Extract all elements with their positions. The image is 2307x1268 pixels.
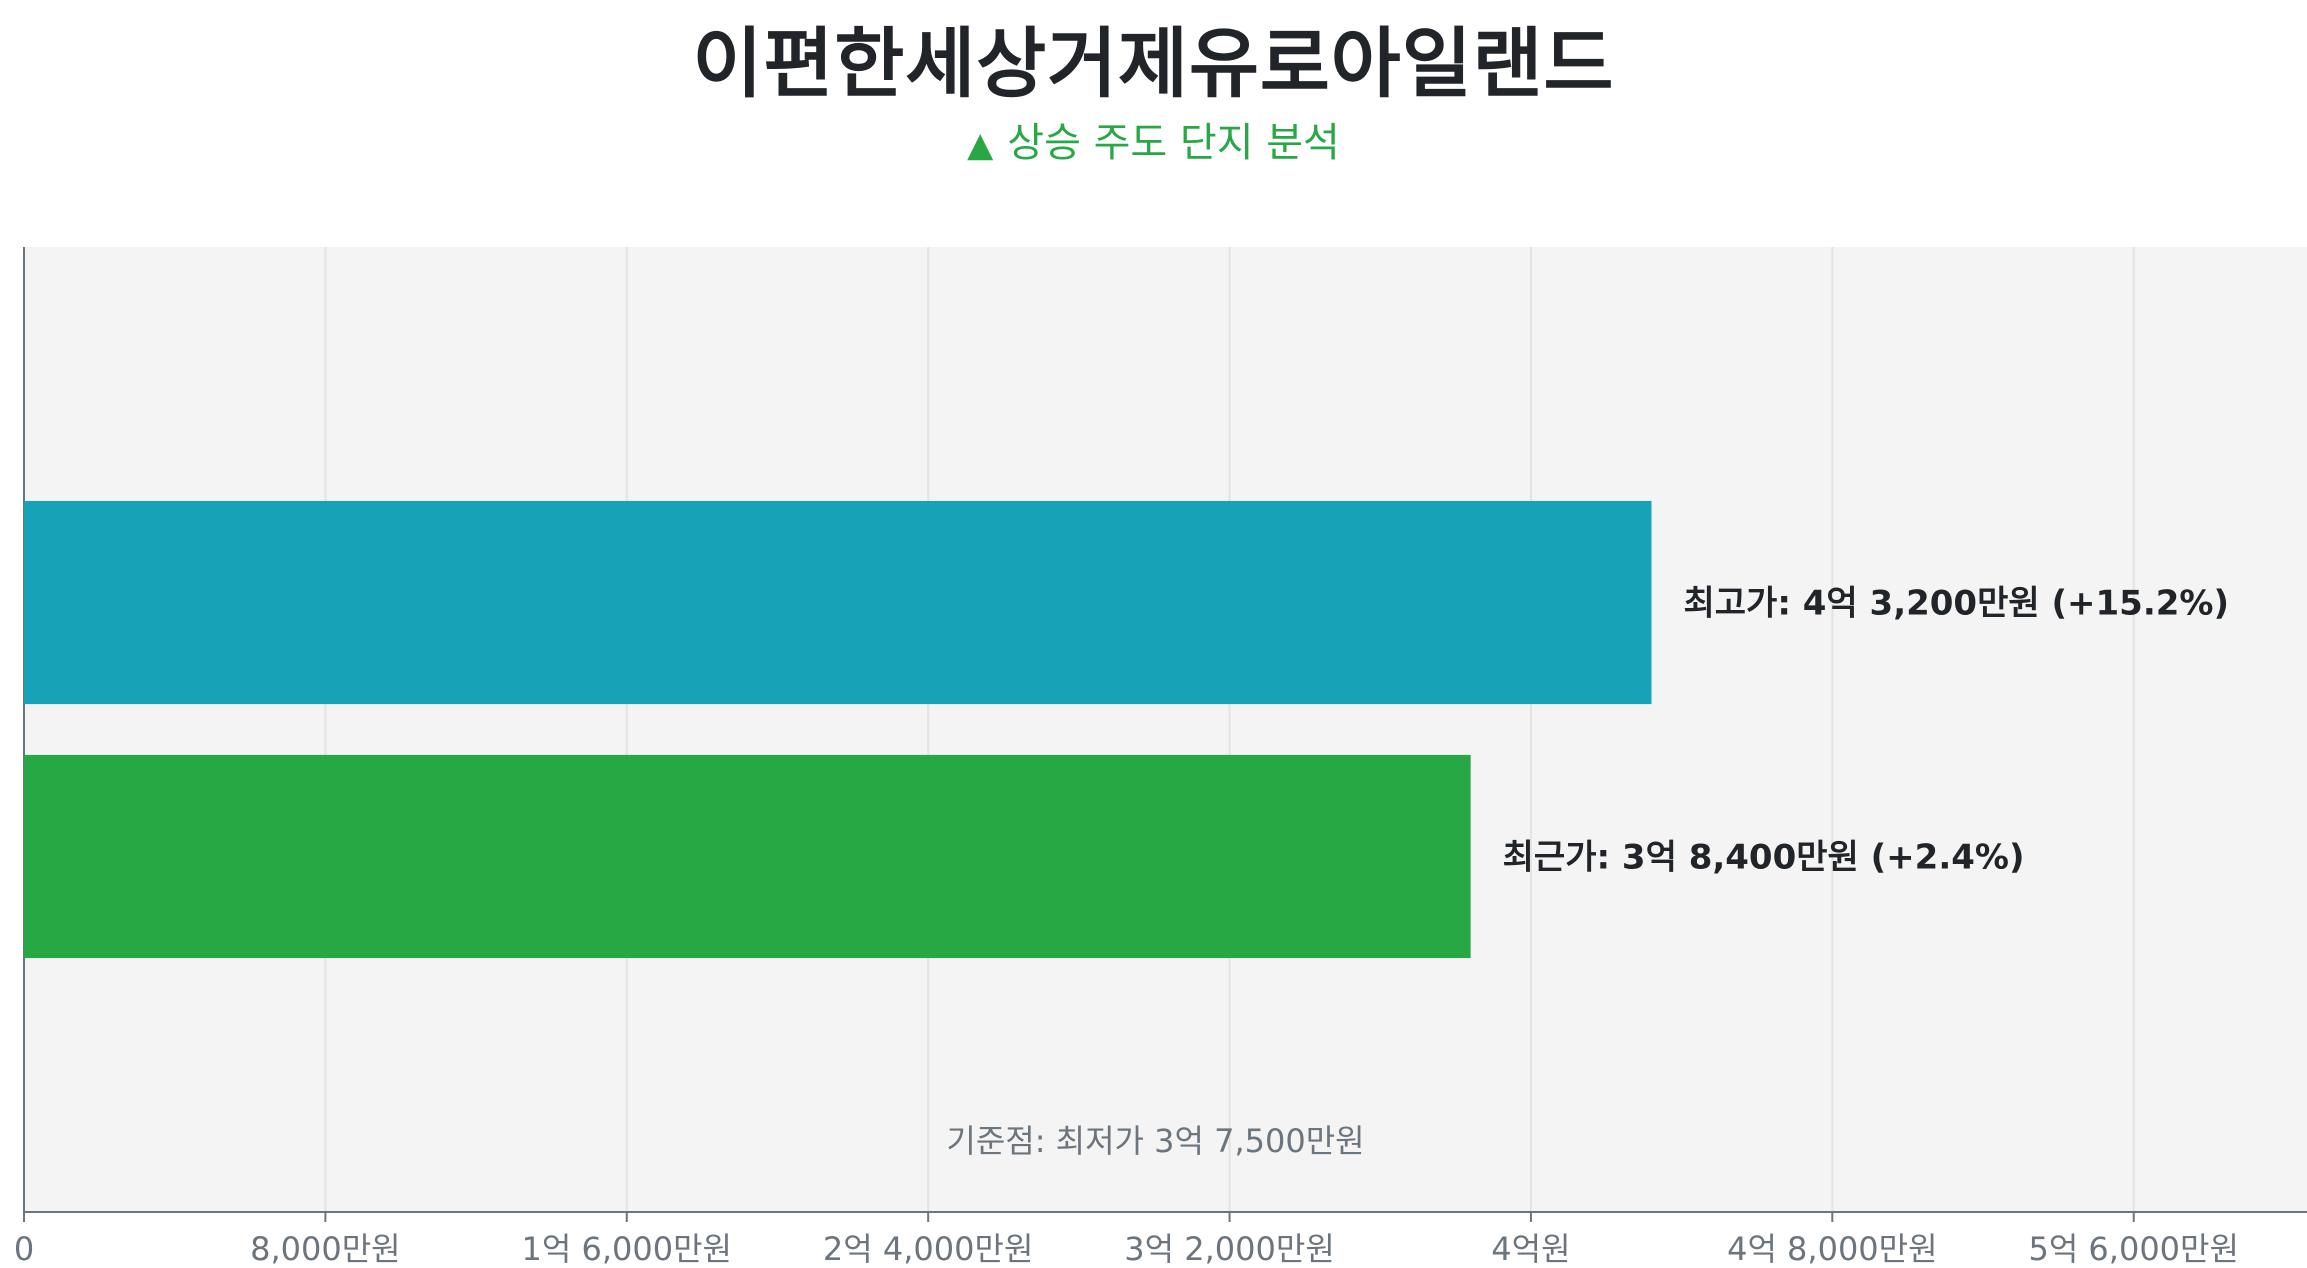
x-tick-label: 4억원 [1491, 1230, 1570, 1268]
bar-value-label: 최근가: 3억 8,400만원 (+2.4%) [1503, 837, 2025, 877]
x-tick-label: 4억 8,000만원 [1727, 1230, 1937, 1268]
bar-value-label: 최고가: 4억 3,200만원 (+15.2%) [1683, 584, 2229, 624]
x-tick-label: 1억 6,000만원 [522, 1230, 732, 1268]
bar-2 [24, 754, 1471, 959]
x-tick-label: 5억 6,000만원 [2028, 1230, 2238, 1268]
plot-background [24, 247, 2307, 1212]
x-tick-label: 8,000만원 [250, 1230, 401, 1268]
x-tick-label: 2억 4,000만원 [823, 1230, 1033, 1268]
x-tick-label: 3억 2,000만원 [1124, 1230, 1334, 1268]
chart-title: 이편한세상거제유로아일랜드 [692, 19, 1615, 108]
chart-subtitle: ▲ 상승 주도 단지 분석 [0, 110, 2307, 168]
triangle-up-icon: ▲ [967, 125, 994, 165]
bar-1 [24, 500, 1652, 705]
subtitle-text: 상승 주도 단지 분석 [1007, 120, 1340, 166]
x-tick-label: 0 [14, 1230, 34, 1268]
baseline-annotation: 기준점: 최저가 3억 7,500만원 [946, 1122, 1364, 1160]
